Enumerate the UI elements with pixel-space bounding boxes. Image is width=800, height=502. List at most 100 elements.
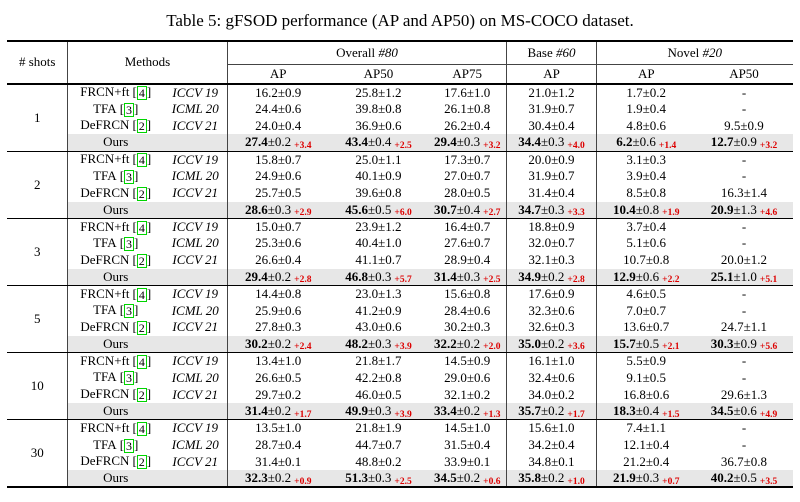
citation: [3] [119, 100, 139, 117]
ours-pm-value: ±0.3 [368, 470, 392, 485]
citation-link[interactable]: 2 [136, 321, 147, 336]
metric-value: 25.7±0.5 [255, 185, 302, 201]
ours-metric-value: 30.7±0.4 +2.7 [428, 201, 508, 219]
venue-empty [163, 201, 228, 219]
metric-value: 34.2±0.4 [506, 436, 597, 454]
metric-value: - [741, 420, 747, 436]
citation-link[interactable]: 4 [136, 220, 147, 235]
citation-link[interactable]: 3 [124, 237, 135, 252]
metric-value: 27.8±0.3 [255, 319, 302, 335]
ours-label: Ours [67, 335, 164, 354]
ours-main-value: 48.2 [345, 335, 369, 351]
citation: [2] [132, 251, 152, 268]
citation-link[interactable]: 4 [136, 354, 147, 369]
overall-class-count: #80 [378, 44, 398, 60]
metric-header-row: AP AP50 AP75 AP AP AP50 [7, 64, 793, 85]
metric-value: 7.0±0.7 [626, 302, 667, 318]
ours-main-value: 27.4 [245, 134, 268, 150]
metric-value: 18.8±0.9 [506, 218, 597, 236]
citation: [4] [132, 285, 152, 302]
metric-value: 20.0±0.9 [506, 151, 597, 168]
ours-delta-value: +3.4 [294, 140, 312, 151]
ours-pm-value: ±0.5 [368, 201, 392, 217]
metric-value: 28.7±0.4 [255, 436, 302, 452]
method-row: DeFRCN[2] ICCV 21 24.0±0.4 36.9±0.6 26.2±0.4… [7, 117, 792, 135]
citation-link[interactable]: 2 [136, 119, 147, 134]
venue-label: ICCV 19 [163, 151, 228, 168]
method-row: 2 FRCN+ft[4] ICCV 19 15.8±0.7 25.0±1.1 17.3±0… [7, 151, 792, 219]
citation-link[interactable]: 3 [124, 102, 135, 117]
metric-value: - [741, 101, 747, 117]
ours-metric-value: 30.3±0.9 +5.6 [695, 335, 793, 354]
metric-value: 24.0±0.4 [255, 117, 302, 133]
citation-link[interactable]: 3 [124, 304, 135, 319]
ours-delta-value: +1.7 [567, 409, 585, 420]
ours-main-value: 34.4 [518, 134, 542, 150]
venue-label: ICML 20 [163, 436, 228, 454]
ours-pm-value: ±0.3 [368, 403, 392, 419]
metric-value: 1.7±0.2 [626, 84, 667, 100]
metric-value: 13.5±1.0 [255, 420, 302, 436]
ours-metric-value: 35.8±0.2 +1.0 [506, 470, 597, 488]
ours-pm-value: ±0.2 [456, 470, 481, 485]
metric-value: 26.2±0.4 [428, 117, 508, 135]
ours-delta-value: +4.0 [567, 140, 585, 151]
metric-value: 26.6±0.5 [255, 369, 302, 385]
method-label: DeFRCN [80, 117, 130, 133]
ours-main-value: 15.7 [613, 335, 636, 351]
ours-metric-value: 12.7±0.9 +3.2 [695, 134, 793, 152]
ours-metric-value: 34.5±0.2 +0.6 [428, 470, 508, 488]
ours-main-value: 33.4 [434, 403, 457, 419]
citation-link[interactable]: 3 [124, 371, 135, 386]
method-row: TFA[3] ICML 20 25.9±0.6 41.2±0.9 28.4±0.6 32.… [7, 302, 792, 320]
citation-link[interactable]: 4 [136, 86, 147, 101]
citation-link[interactable]: 2 [136, 455, 147, 470]
table-caption: Table 5: gFSOD performance (AP and AP50)… [166, 11, 634, 30]
ours-metric-value: 35.0±0.2 +3.6 [506, 335, 597, 354]
method-row: 30 FRCN+ft[4] ICCV 19 13.5±1.0 21.8±1.9 14.5±… [7, 419, 792, 488]
citation-link[interactable]: 3 [124, 169, 135, 184]
base-ap-header: AP [506, 64, 597, 85]
ours-pm-value: ±0.2 [267, 470, 292, 485]
venue-label: ICML 20 [163, 100, 228, 118]
citation-link[interactable]: 2 [136, 253, 147, 268]
citation: [4] [132, 352, 152, 369]
ours-pm-value: ±0.3 [456, 134, 481, 150]
method-label: TFA [93, 235, 117, 251]
metric-value: - [741, 353, 747, 369]
ours-pm-value: ±0.6 [635, 268, 660, 284]
metric-value: 12.1±0.4 [623, 436, 670, 452]
ours-main-value: 31.4 [434, 268, 457, 284]
ours-delta-value: +0.9 [294, 476, 312, 487]
metric-value: 42.2±0.8 [355, 369, 402, 385]
ours-pm-value: ±0.2 [456, 335, 481, 351]
ours-metric-value: 34.9±0.2 +2.8 [506, 268, 597, 287]
ours-main-value: 12.7 [710, 134, 734, 150]
citation-link[interactable]: 4 [136, 153, 147, 168]
ours-row: Ours 31.4±0.2 +1.7 49.9±0.3 +3.9 33.4±0.2 +1.3… [7, 403, 793, 421]
novel-ap-header: AP [596, 64, 696, 85]
method-row: 5 FRCN+ft[4] ICCV 19 14.4±0.8 23.0±1.3 15.6±0… [7, 285, 792, 354]
citation-link[interactable]: 3 [124, 438, 135, 453]
method-label: TFA [93, 167, 117, 183]
method-row: 3 FRCN+ft[4] ICCV 19 15.0±0.7 23.9±1.2 16.4±0… [7, 218, 792, 287]
ours-pm-value: ±0.9 [733, 134, 757, 150]
results-table: # shots Methods Overall #80 Base #60 Nov… [7, 40, 793, 489]
novel-class-count: #20 [702, 44, 723, 60]
citation: [2] [132, 453, 152, 470]
venue-empty [163, 134, 228, 152]
ours-main-value: 29.4 [245, 268, 268, 284]
ours-delta-value: +4.9 [759, 409, 778, 420]
ours-metric-value: 48.2±0.3 +3.9 [328, 335, 429, 354]
citation-link[interactable]: 4 [136, 287, 147, 302]
ours-delta-value: +1.0 [567, 476, 585, 487]
shots-count: 30 [7, 419, 68, 488]
citation-link[interactable]: 2 [136, 186, 147, 201]
ours-metric-value: 32.2±0.2 +2.0 [428, 335, 508, 354]
ours-delta-value: +5.1 [759, 275, 778, 286]
overall-ap75-header: AP75 [428, 64, 508, 85]
citation-link[interactable]: 4 [136, 422, 147, 437]
citation-link[interactable]: 2 [136, 388, 147, 403]
ours-metric-value: 45.6±0.5 +6.0 [328, 201, 429, 219]
metric-value: - [741, 369, 747, 385]
